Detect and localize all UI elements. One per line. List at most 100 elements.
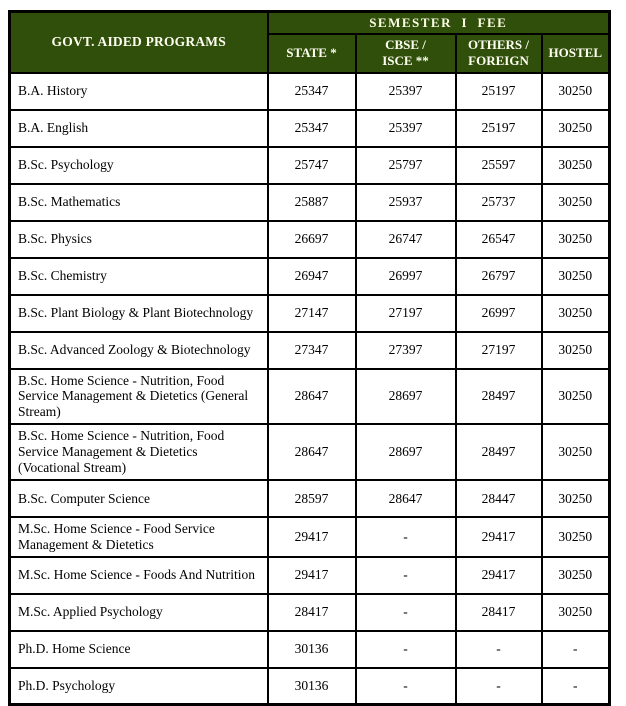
fee-cell: 25597 [454,145,543,185]
fee-cell: 28497 [454,423,543,482]
fee-cell: 25797 [354,145,457,185]
fee-cell: - [354,666,457,706]
fee-cell: 30250 [540,330,611,370]
fee-cell: - [354,592,457,632]
program-cell: M.Sc. Home Science - Food Service Manage… [8,516,269,558]
program-cell: B.Sc. Computer Science [8,479,269,519]
fee-cell: 25197 [454,108,543,148]
fee-cell: 25347 [266,108,357,148]
fee-cell: 26947 [266,256,357,296]
fee-cell: 29417 [454,516,543,558]
table-body: B.A. History 25347 25397 25197 30250 B.A. Eng… [8,71,611,706]
fee-cell: 30250 [540,516,611,558]
fee-cell: 28447 [454,479,543,519]
fee-cell: 26797 [454,256,543,296]
program-cell: B.Sc. Mathematics [8,182,269,222]
fee-cell: 28647 [266,423,357,482]
fee-cell: 30250 [540,145,611,185]
program-cell: Ph.D. Home Science [8,629,269,669]
fee-cell: 29417 [454,555,543,595]
fee-cell: 26747 [354,219,457,259]
header-state: STATE * [266,33,357,74]
program-cell: B.Sc. Advanced Zoology & Biotechnology [8,330,269,370]
fee-cell: 28647 [266,367,357,426]
header-govt-aided-programs: GOVT. AIDED PROGRAMS [8,10,269,74]
table-row: B.Sc. Home Science - Nutrition, Food Ser… [8,423,611,482]
table-row: B.Sc. Physics 26697 26747 26547 30250 [8,219,611,259]
fee-cell: 30250 [540,423,611,482]
fee-cell: 30250 [540,555,611,595]
fee-cell: 28647 [354,479,457,519]
table-row: B.Sc. Chemistry 26947 26997 26797 30250 [8,256,611,296]
header-row-columns: STATE * CBSE / ISCE ** OTHERS / FOREIGN … [10,33,611,74]
fee-cell: 30250 [540,182,611,222]
fee-cell: 25397 [354,108,457,148]
fee-cell: 28597 [266,479,357,519]
fee-cell: - [354,516,457,558]
fee-cell: - [540,629,611,669]
table-row: Ph.D. Psychology 30136- - - [8,666,611,706]
table-row: B.Sc. Computer Science 28597 28647 28447 302… [8,479,611,519]
fee-cell: 30136 [266,666,357,706]
fee-cell: 27147 [266,293,357,333]
table-row: B.A. English 25347 25397 25197 30250 [8,108,611,148]
fee-cell: 30250 [540,293,611,333]
fee-cell: - [540,666,611,706]
program-cell: B.Sc. Psychology [8,145,269,185]
program-cell: B.A. History [8,71,269,111]
fee-cell: 26697 [266,219,357,259]
table-row: B.Sc. Plant Biology & Plant Biotechnolog… [8,293,611,333]
fee-cell: 25747 [266,145,357,185]
fee-cell: 28697 [354,367,457,426]
program-cell: B.Sc. Home Science - Nutrition, Food Ser… [8,367,269,426]
fee-cell: 27197 [454,330,543,370]
program-cell: B.A. English [8,108,269,148]
fee-cell: 29417 [266,516,357,558]
fee-cell: 26997 [354,256,457,296]
table-row: B.Sc. Mathematics 25887 25937 25737 30250 [8,182,611,222]
fee-cell: 25887 [266,182,357,222]
fee-cell: - [454,629,543,669]
fee-cell: 28697 [354,423,457,482]
table-row: Ph.D. Home Science 30136- - - [8,629,611,669]
fee-cell: 30250 [540,219,611,259]
fee-cell: 30250 [540,256,611,296]
fee-cell: 25397 [354,71,457,111]
table-row: M.Sc. Applied Psychology 28417-28417 30250 [8,592,611,632]
header-hostel: HOSTEL [540,33,611,74]
program-cell: B.Sc. Physics [8,219,269,259]
fee-cell: 26997 [454,293,543,333]
program-cell: M.Sc. Home Science - Foods And Nutrition [8,555,269,595]
fee-cell: 30250 [540,71,611,111]
program-cell: B.Sc. Plant Biology & Plant Biotechnolog… [8,293,269,333]
fee-cell: 30250 [540,108,611,148]
table-row: B.Sc. Advanced Zoology & Biotechnology 27… [8,330,611,370]
fee-cell: 25937 [354,182,457,222]
header-row-group: GOVT. AIDED PROGRAMS SEMESTER I FEE [8,10,611,74]
fee-cell: - [454,666,543,706]
fee-cell: 28417 [266,592,357,632]
fee-cell: - [354,555,457,595]
fee-cell: 30250 [540,479,611,519]
header-semester-fee: SEMESTER I FEE [266,10,611,35]
table-row: M.Sc. Home Science - Foods And Nutrition… [8,555,611,595]
fee-cell: 27197 [354,293,457,333]
fee-cell: 30250 [540,367,611,426]
table-row: B.Sc. Psychology 25747 25797 25597 30250 [8,145,611,185]
program-cell: B.Sc. Chemistry [8,256,269,296]
header-cbse-isce: CBSE / ISCE ** [354,33,457,74]
fee-cell: 28417 [454,592,543,632]
table-header: GOVT. AIDED PROGRAMS SEMESTER I FEE STAT… [8,10,611,74]
fee-cell: 25197 [454,71,543,111]
table-row: B.A. History 25347 25397 25197 30250 [8,71,611,111]
fee-cell: 27397 [354,330,457,370]
header-others-foreign: OTHERS / FOREIGN [454,33,543,74]
fee-cell: 26547 [454,219,543,259]
fee-table: GOVT. AIDED PROGRAMS SEMESTER I FEE STAT… [8,10,612,706]
program-cell: Ph.D. Psychology [8,666,269,706]
fee-cell: - [354,629,457,669]
fee-cell: 25347 [266,71,357,111]
fee-cell: 29417 [266,555,357,595]
fee-cell: 25737 [454,182,543,222]
